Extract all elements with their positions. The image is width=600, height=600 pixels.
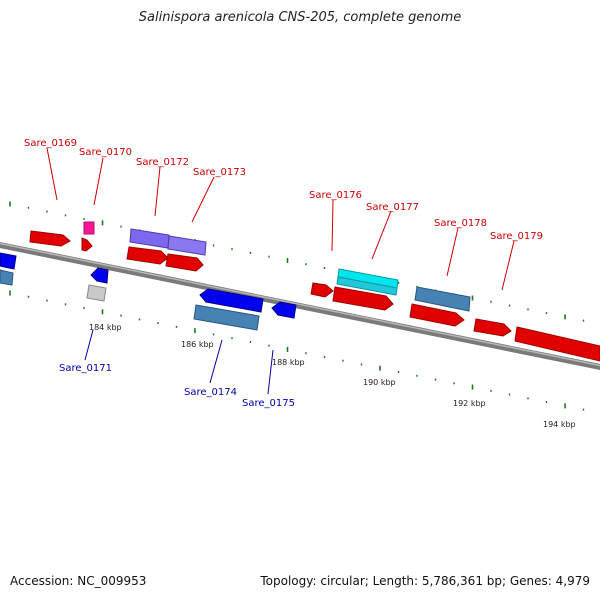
scale-label-194: 194 kbp xyxy=(543,420,576,429)
gene-sare-0173[interactable] xyxy=(165,253,204,272)
gene-right-edge[interactable] xyxy=(514,326,600,362)
label-sare-0177: Sare_0177 xyxy=(366,202,419,213)
label-sare-0176: Sare_0176 xyxy=(309,190,362,201)
gene-sare-0174-steelblue[interactable] xyxy=(193,304,260,331)
gene-sare-0174[interactable] xyxy=(199,288,264,313)
gene-sare-0172[interactable] xyxy=(126,246,169,265)
map-title: Salinispora arenicola CNS-205, complete … xyxy=(138,10,462,25)
gene-sare-0171-gray[interactable] xyxy=(86,284,107,302)
gene-sare-0170[interactable] xyxy=(81,237,93,252)
scale-labels: 184 kbp 186 kbp 188 kbp 190 kbp 192 kbp … xyxy=(89,323,576,429)
label-sare-0171: Sare_0171 xyxy=(59,363,112,374)
feature-purple-1[interactable] xyxy=(129,228,170,249)
gene-labels-top: Sare_0169 Sare_0170 Sare_0172 Sare_0173 … xyxy=(24,138,543,291)
genome-backbone xyxy=(0,241,600,371)
gene-sare-0176[interactable] xyxy=(310,282,334,298)
gene-sare-0175[interactable] xyxy=(271,301,297,319)
label-sare-0174: Sare_0174 xyxy=(184,387,237,398)
label-sare-0173: Sare_0173 xyxy=(193,167,246,178)
genome-backbone-highlight xyxy=(0,242,600,367)
gene-sare-0178[interactable] xyxy=(409,303,465,327)
gene-sare-0169[interactable] xyxy=(29,230,71,247)
scale-label-190: 190 kbp xyxy=(363,378,396,387)
label-sare-0169: Sare_0169 xyxy=(24,138,77,149)
label-sare-0172: Sare_0172 xyxy=(136,157,189,168)
feature-purple-2[interactable] xyxy=(167,235,207,256)
label-sare-0170: Sare_0170 xyxy=(79,147,132,158)
gene-labels-bottom: Sare_0171 Sare_0174 Sare_0175 xyxy=(59,329,295,409)
scale-label-188: 188 kbp xyxy=(272,358,305,367)
feature-cyan-2[interactable] xyxy=(336,276,398,296)
label-sare-0175: Sare_0175 xyxy=(242,398,295,409)
gene-sare-0177[interactable] xyxy=(332,286,394,311)
gene-left-edge-steelblue[interactable] xyxy=(0,269,14,286)
gene-left-edge-blue[interactable] xyxy=(0,252,17,270)
genome-summary-text: Topology: circular; Length: 5,786,361 bp… xyxy=(260,574,590,588)
tick-row-inner xyxy=(9,290,585,411)
accession-text: Accession: NC_009953 xyxy=(10,574,147,588)
scale-label-184: 184 kbp xyxy=(89,323,122,332)
forward-genes-outer xyxy=(29,221,600,362)
gene-sare-0171[interactable] xyxy=(90,267,109,284)
reverse-genes-inner xyxy=(0,252,297,331)
label-sare-0179: Sare_0179 xyxy=(490,231,543,242)
scale-label-186: 186 kbp xyxy=(181,340,214,349)
feature-bars-outer xyxy=(129,228,471,312)
gene-sare-0170-pink[interactable] xyxy=(83,221,95,235)
scale-label-192: 192 kbp xyxy=(453,399,486,408)
label-sare-0178: Sare_0178 xyxy=(434,218,487,229)
feature-steelblue-outer[interactable] xyxy=(414,286,471,312)
gene-sare-0179[interactable] xyxy=(473,318,512,337)
